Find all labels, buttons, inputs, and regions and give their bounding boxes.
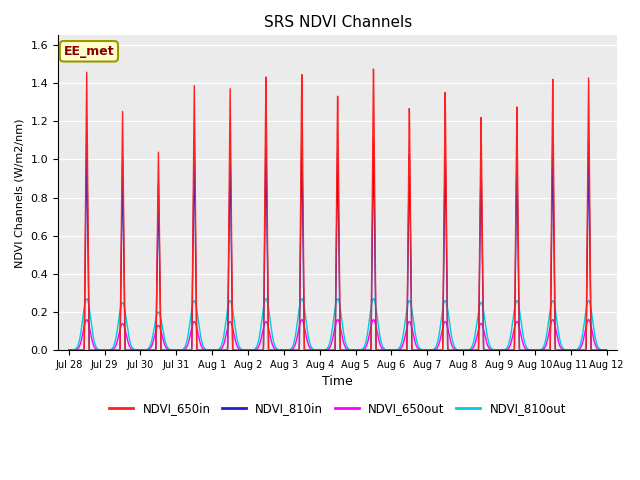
NDVI_650in — [534, 348, 542, 353]
NDVI_650out — [294, 327, 302, 333]
NDVI_650in — [592, 348, 600, 353]
NDVI_650in — [603, 348, 611, 353]
Text: EE_met: EE_met — [63, 45, 115, 58]
NDVI_810in — [127, 348, 134, 353]
Y-axis label: NDVI Channels (W/m2/nm): NDVI Channels (W/m2/nm) — [15, 118, 25, 267]
NDVI_810in — [294, 348, 302, 353]
NDVI_650in — [369, 66, 377, 72]
NDVI_650in — [294, 348, 302, 353]
NDVI_650out — [603, 348, 611, 353]
NDVI_650in — [65, 348, 72, 353]
NDVI_810out — [592, 339, 600, 345]
NDVI_810out — [294, 311, 302, 316]
NDVI_810out — [83, 296, 90, 301]
NDVI_810in — [65, 348, 72, 353]
Line: NDVI_810in: NDVI_810in — [68, 137, 607, 350]
NDVI_810out — [127, 340, 134, 346]
NDVI_650out — [127, 345, 134, 350]
Legend: NDVI_650in, NDVI_810in, NDVI_650out, NDVI_810out: NDVI_650in, NDVI_810in, NDVI_650out, NDV… — [104, 397, 571, 420]
NDVI_810in — [158, 348, 166, 353]
NDVI_810in — [603, 348, 611, 353]
X-axis label: Time: Time — [323, 375, 353, 388]
NDVI_810in — [271, 348, 279, 353]
Line: NDVI_650in: NDVI_650in — [68, 69, 607, 350]
NDVI_810in — [592, 348, 600, 353]
NDVI_650in — [158, 348, 166, 353]
NDVI_810out — [534, 347, 542, 353]
NDVI_650out — [534, 348, 542, 353]
NDVI_650in — [271, 348, 279, 353]
NDVI_810out — [65, 348, 72, 353]
NDVI_810in — [83, 134, 90, 140]
NDVI_810out — [271, 344, 279, 349]
NDVI_650out — [158, 333, 166, 339]
NDVI_650in — [126, 348, 134, 353]
NDVI_810out — [158, 323, 166, 329]
NDVI_650out — [271, 346, 279, 352]
NDVI_810in — [534, 348, 542, 353]
NDVI_650out — [592, 344, 600, 350]
Line: NDVI_810out: NDVI_810out — [68, 299, 607, 350]
NDVI_810out — [603, 348, 611, 353]
NDVI_650out — [83, 317, 90, 323]
Title: SRS NDVI Channels: SRS NDVI Channels — [264, 15, 412, 30]
NDVI_650out — [65, 348, 72, 353]
Line: NDVI_650out: NDVI_650out — [68, 320, 607, 350]
